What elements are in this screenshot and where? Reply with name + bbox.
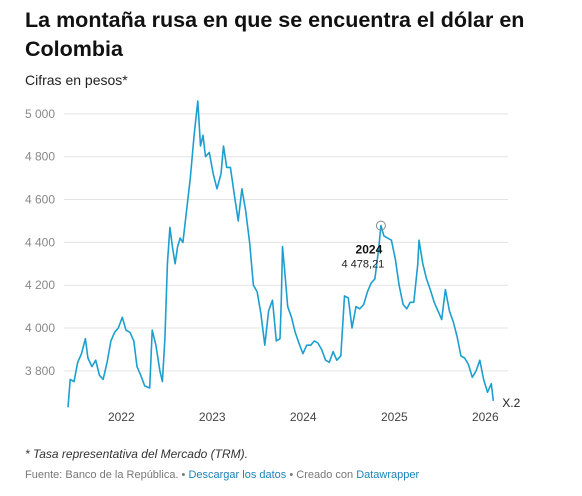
datawrapper-link[interactable]: Datawrapper: [356, 469, 420, 481]
line-chart: 3 800 4 000 4 200 4 400 4 600 4 800 5 000 2022…: [25, 100, 521, 424]
x-tick-label: 2023: [199, 410, 226, 424]
annotations: 2024 4 478,21 X.2: [341, 220, 521, 410]
footer: Fuente: Banco de la República. • Descarg…: [25, 469, 419, 481]
x-tick-label: 2025: [381, 410, 408, 424]
source-text: Fuente: Banco de la República.: [25, 469, 179, 481]
chart-subtitle: Cifras en pesos*: [25, 72, 128, 88]
y-tick-label: 4 200: [25, 278, 55, 292]
y-axis-ticks: 3 800 4 000 4 200 4 400 4 600 4 800 5 000: [25, 107, 55, 378]
y-tick-label: 4 000: [25, 321, 55, 335]
chart-title: La montaña rusa en que se encuentra el d…: [25, 8, 525, 61]
y-tick-label: 4 800: [25, 150, 55, 164]
y-tick-label: 4 600: [25, 193, 55, 207]
x-tick-label: 2024: [290, 410, 317, 424]
x-tick-label: 2022: [108, 410, 135, 424]
y-tick-label: 4 400: [25, 235, 55, 249]
footer-created-with: • Creado con: [286, 469, 357, 481]
y-tick-label: 3 800: [25, 364, 55, 378]
footnote: * Tasa representativa del Mercado (TRM).: [25, 447, 248, 461]
download-data-link[interactable]: Descargar los datos: [188, 469, 287, 481]
annotation-year-label: 2024: [356, 243, 383, 257]
x-tick-label: 2026: [472, 410, 499, 424]
x-axis-ticks: 2022 2023 2024 2025 2026: [108, 410, 499, 424]
end-label: X.2: [502, 396, 520, 410]
series-line: [67, 100, 495, 408]
y-tick-label: 5 000: [25, 107, 55, 121]
annotation-value-label: 4 478,21: [341, 259, 384, 271]
annotation-marker: [375, 220, 386, 231]
series-lines: [67, 100, 495, 408]
footer-separator: •: [178, 469, 189, 481]
